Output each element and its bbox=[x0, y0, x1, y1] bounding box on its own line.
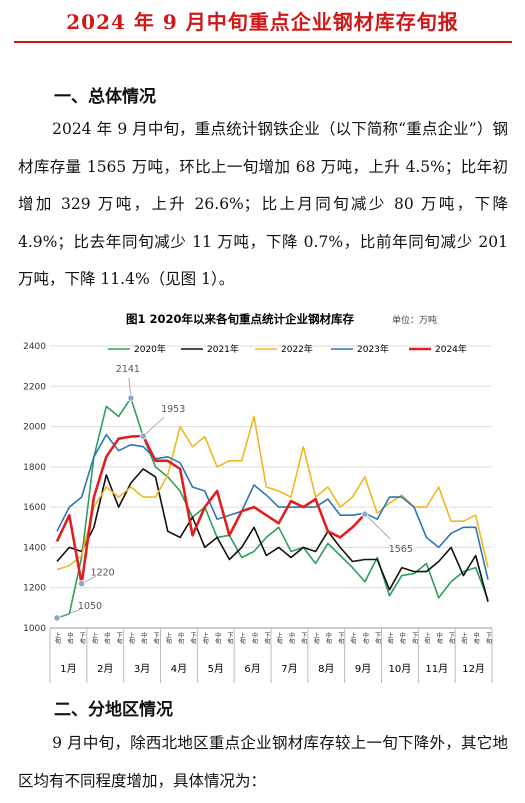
y-tick-label: 1800 bbox=[23, 463, 46, 473]
x-tick-label: 中旬 bbox=[103, 631, 110, 645]
month-label: 8月 bbox=[318, 663, 334, 675]
data-label: 1565 bbox=[389, 544, 413, 555]
x-tick-label: 下旬 bbox=[189, 632, 196, 645]
label-leader bbox=[364, 513, 391, 539]
x-tick-label: 下旬 bbox=[263, 632, 270, 645]
y-tick-label: 1000 bbox=[23, 624, 46, 634]
data-label: 1220 bbox=[91, 568, 115, 579]
legend-label: 2022年 bbox=[281, 343, 313, 355]
month-label: 2月 bbox=[97, 663, 113, 675]
data-point bbox=[53, 614, 61, 622]
x-tick-label: 上旬 bbox=[90, 631, 97, 645]
legend-label: 2021年 bbox=[207, 343, 239, 355]
section-heading: 二、分地区情况 bbox=[54, 700, 173, 720]
legend-label: 2023年 bbox=[357, 343, 389, 355]
data-point bbox=[127, 394, 135, 402]
chart-unit: 单位：万吨 bbox=[392, 314, 437, 326]
series-line bbox=[55, 434, 366, 585]
x-tick-label: 中旬 bbox=[140, 631, 147, 645]
month-label: 3月 bbox=[134, 663, 150, 675]
paragraph: 2024 年 9 月中旬，重点统计钢铁企业（以下简称“重点企业”）钢材库存量 1… bbox=[18, 120, 508, 288]
legend-label: 2020年 bbox=[134, 343, 166, 355]
y-tick-label: 2400 bbox=[23, 342, 46, 352]
y-tick-label: 1600 bbox=[23, 503, 46, 513]
y-tick-label: 1400 bbox=[23, 543, 46, 553]
data-label: 1050 bbox=[78, 601, 102, 612]
x-tick-label: 中旬 bbox=[435, 631, 442, 645]
data-point bbox=[78, 580, 86, 588]
y-tick-label: 1200 bbox=[23, 584, 46, 594]
data-point bbox=[139, 432, 147, 440]
x-tick-label: 中旬 bbox=[251, 631, 258, 645]
month-label: 1月 bbox=[60, 663, 76, 675]
x-tick-label: 中旬 bbox=[287, 631, 294, 645]
x-tick-label: 中旬 bbox=[324, 631, 331, 645]
x-tick-label: 上旬 bbox=[164, 631, 171, 645]
data-label: 1953 bbox=[161, 404, 185, 415]
x-tick-label: 下旬 bbox=[115, 632, 122, 645]
x-tick-label: 中旬 bbox=[398, 631, 405, 645]
series-line bbox=[56, 468, 489, 603]
paragraph: 9 月中旬，除西北地区重点企业钢材库存较上一旬下降外，其它地区均有不同程度增加，… bbox=[18, 734, 508, 790]
x-tick-label: 上旬 bbox=[349, 631, 356, 645]
chart: 图1 2020年以来各旬重点统计企业钢材库存 单位：万吨 1000 1200 140… bbox=[23, 312, 493, 683]
y-tick-label: 2200 bbox=[23, 382, 46, 392]
x-tick-label: 下旬 bbox=[152, 632, 159, 645]
y-tick-label: 2000 bbox=[23, 423, 46, 433]
month-label: 4月 bbox=[171, 663, 187, 675]
label-leader bbox=[142, 416, 165, 437]
month-label: 6月 bbox=[244, 663, 260, 675]
x-tick-label: 上旬 bbox=[238, 631, 245, 645]
x-tick-label: 中旬 bbox=[66, 631, 73, 645]
month-label: 10月 bbox=[389, 663, 412, 675]
x-tick-label: 下旬 bbox=[300, 632, 307, 645]
x-tick-label: 上旬 bbox=[386, 631, 393, 645]
x-tick-label: 上旬 bbox=[423, 631, 430, 645]
x-tick-label: 上旬 bbox=[54, 631, 61, 645]
x-tick-label: 上旬 bbox=[312, 631, 319, 645]
month-label: 7月 bbox=[281, 663, 297, 675]
x-tick-label: 上旬 bbox=[127, 631, 134, 645]
series-line bbox=[56, 433, 489, 580]
x-tick-label: 上旬 bbox=[460, 631, 467, 645]
x-tick-label: 上旬 bbox=[201, 631, 208, 645]
x-tick-label: 中旬 bbox=[214, 631, 221, 645]
legend-label: 2024年 bbox=[435, 343, 467, 355]
report-title: 2024 年 9 月中旬重点企业钢材库存旬报 bbox=[66, 10, 459, 34]
x-tick-label: 中旬 bbox=[361, 631, 368, 645]
month-label: 12月 bbox=[462, 663, 485, 675]
x-tick-label: 下旬 bbox=[226, 632, 233, 645]
x-tick-label: 下旬 bbox=[78, 632, 85, 645]
x-tick-label: 下旬 bbox=[485, 632, 492, 645]
x-tick-label: 下旬 bbox=[337, 632, 344, 645]
section-heading: 一、总体情况 bbox=[54, 87, 156, 107]
data-point bbox=[361, 510, 369, 518]
chart-title: 图1 2020年以来各旬重点统计企业钢材库存 bbox=[126, 312, 355, 326]
x-tick-label: 中旬 bbox=[472, 631, 479, 645]
month-label: 5月 bbox=[208, 663, 224, 675]
x-tick-label: 下旬 bbox=[411, 632, 418, 645]
x-tick-label: 下旬 bbox=[374, 632, 381, 645]
x-tick-label: 中旬 bbox=[177, 631, 184, 645]
data-label: 2141 bbox=[116, 364, 140, 375]
month-label: 9月 bbox=[355, 663, 371, 675]
series-line bbox=[56, 397, 489, 619]
label-leader bbox=[56, 609, 81, 619]
title-rule bbox=[14, 41, 512, 43]
x-tick-label: 下旬 bbox=[448, 632, 455, 645]
x-tick-label: 上旬 bbox=[275, 631, 282, 645]
series-line bbox=[56, 415, 489, 571]
month-label: 11月 bbox=[425, 663, 448, 675]
